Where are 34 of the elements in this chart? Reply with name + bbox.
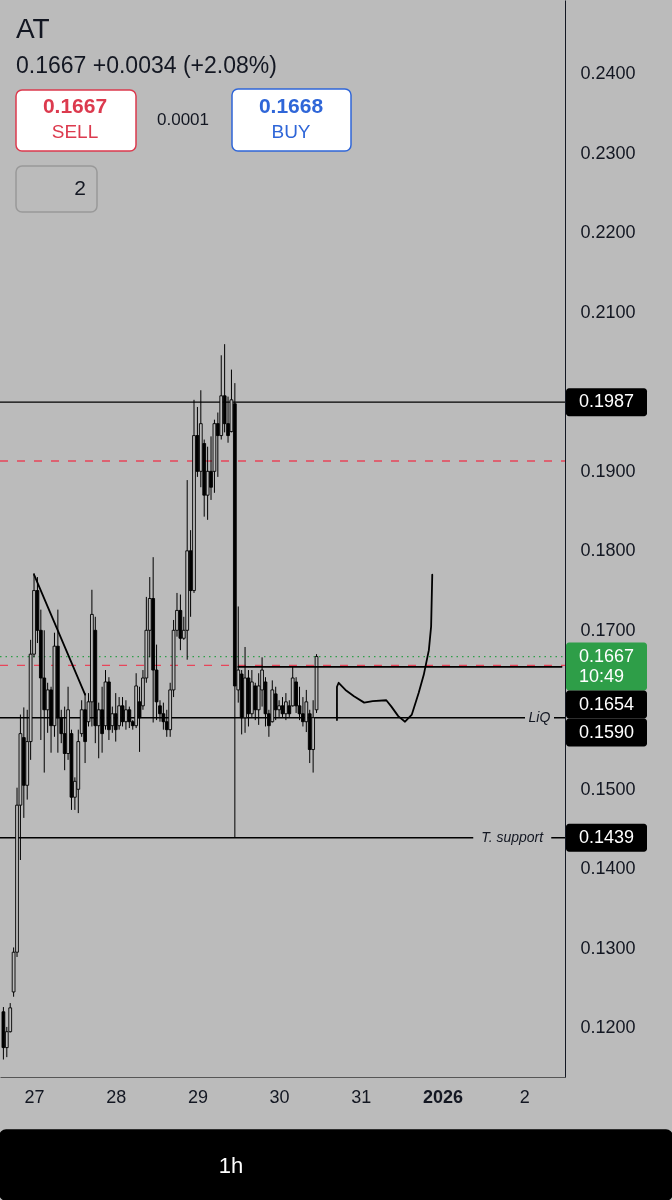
ref-line-label: 0.1667 10:49 [579,645,635,686]
x-tick-label: 2026 [422,1086,463,1107]
annotation: 2 [74,176,86,199]
y-tick-label: 0.1400 [580,858,636,879]
y-tick-label: 0.2200 [580,222,636,243]
annotation: BUY [271,121,311,142]
ref-line-label: 0.1590 [579,721,635,742]
text: 0.1667 +0.0034 (+2.08%) [16,52,277,78]
annotation: LiQ [528,708,551,725]
y-tick-label: 0.1300 [580,937,636,958]
y-tick-label: 0.1500 [580,778,636,799]
y-tick-label: 0.1700 [580,619,636,640]
y-tick-label: 0.1200 [580,1017,636,1038]
x-tick-label: 2 [519,1086,530,1107]
y-tick-label: 0.2100 [580,301,636,322]
x-tick-label: 31 [351,1086,372,1107]
y-tick-label: 0.1900 [580,460,636,481]
x-tick-label: 30 [269,1086,290,1107]
x-tick-label: 27 [24,1086,45,1107]
annotation: 0.1667 [42,94,108,117]
x-tick-label: 28 [106,1086,127,1107]
annotation: SELL [51,121,99,142]
ref-line-label: 0.1987 [579,391,635,412]
y-tick-label: 0.2400 [580,63,636,84]
chart-title: AT [16,13,50,44]
data-label: 0.1654 [579,693,635,714]
x-tick-label: 29 [187,1086,208,1107]
annotation: T. support [481,828,545,845]
y-tick-label: 0.1800 [580,540,636,561]
text: 1h [218,1153,244,1178]
annotation: 0.1668 [258,94,324,117]
ref-line-label: 0.1439 [579,826,635,847]
y-tick-label: 0.2300 [580,142,636,163]
annotation: 0.0001 [157,110,209,129]
